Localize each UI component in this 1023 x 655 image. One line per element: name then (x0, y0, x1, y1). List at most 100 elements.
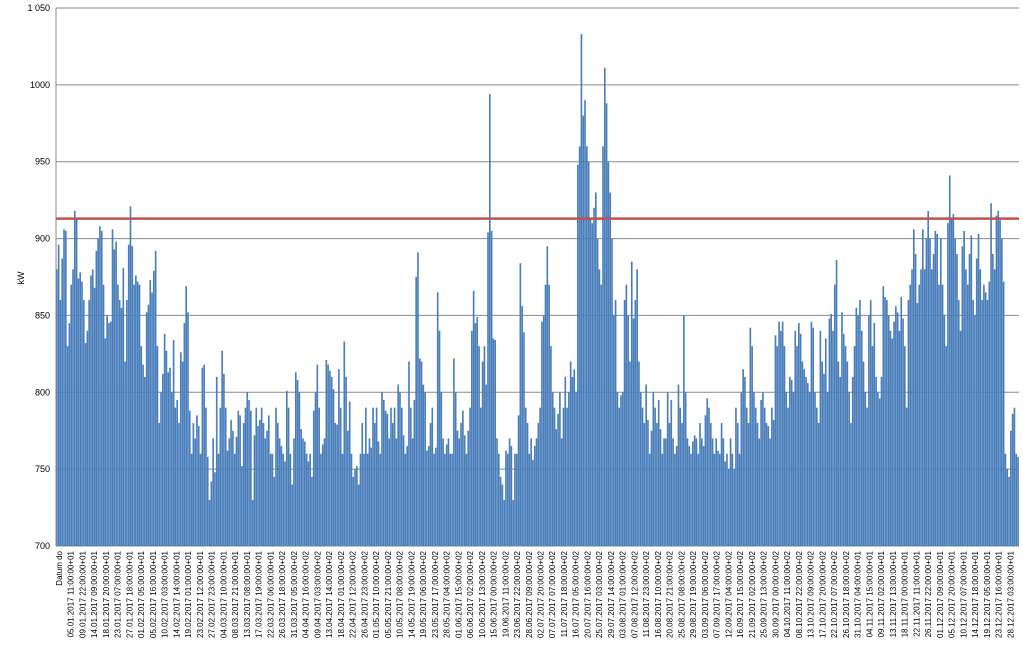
bar (523, 332, 525, 546)
bar (496, 438, 498, 546)
x-tick-label: 08.10.2017 22:00:00+02 (795, 550, 804, 638)
bar (183, 323, 186, 546)
bar (480, 407, 482, 546)
bar (533, 446, 536, 546)
bar (420, 361, 423, 546)
bar (873, 323, 876, 546)
bar (352, 476, 355, 546)
bar (683, 315, 685, 546)
bar (57, 244, 60, 546)
bar (961, 246, 964, 546)
x-tick-label: 11.07.2017 18:00:00+02 (560, 550, 569, 637)
bar (542, 315, 545, 546)
bar (63, 229, 65, 546)
bar (365, 407, 367, 546)
bar (720, 423, 723, 546)
bar (521, 306, 523, 546)
bar (774, 335, 777, 546)
x-tick-label: 22.10.2017 07:00:00+02 (830, 550, 839, 638)
bar (453, 358, 455, 546)
bar (758, 438, 761, 546)
x-tick-label: 18.11.2017 00:00:00+01 (901, 550, 910, 637)
bar (663, 438, 665, 546)
bar (661, 453, 664, 546)
bar (427, 446, 430, 546)
bar (657, 399, 660, 546)
bar (702, 446, 705, 546)
bar (160, 392, 162, 546)
bar (382, 399, 385, 546)
x-tick-label: 26.04.2017 23:00:00+02 (360, 550, 369, 638)
bar (724, 461, 726, 546)
bar (408, 361, 410, 546)
bar (832, 330, 834, 546)
x-tick-label: 20.08.2017 21:00:00+02 (666, 550, 675, 638)
bar (977, 233, 980, 546)
x-tick-label: 14.12.2017 18:00:00+01 (971, 550, 980, 638)
bar (84, 343, 87, 546)
bar (763, 407, 766, 546)
x-tick-label: 07.08.2017 12:00:00+02 (630, 550, 639, 638)
bar (305, 453, 308, 546)
bar (165, 350, 168, 546)
bar (539, 407, 541, 546)
bar (433, 453, 435, 546)
bar (805, 376, 807, 546)
bar (88, 300, 90, 546)
bar (374, 423, 376, 546)
bar (111, 229, 114, 546)
bar (260, 407, 263, 546)
x-tick-label: 26.10.2017 18:00:00+02 (842, 550, 851, 638)
bar (573, 369, 576, 546)
bar (577, 164, 579, 547)
bar (932, 253, 935, 546)
bar (938, 284, 940, 546)
bar (648, 453, 651, 546)
bar (988, 281, 991, 546)
bar (185, 286, 188, 546)
bar (968, 253, 971, 546)
bar (153, 270, 155, 546)
bar (679, 407, 682, 546)
bar (435, 447, 437, 546)
bar (756, 423, 759, 546)
bar (172, 340, 175, 546)
bar (400, 407, 403, 546)
bar (612, 315, 615, 546)
y-tick-label: 850 (35, 310, 50, 320)
bar (77, 278, 80, 546)
bar (181, 361, 184, 546)
bar (929, 238, 931, 546)
x-tick-label: 04.10.2017 11:00:00+02 (783, 550, 792, 637)
bar (162, 373, 164, 546)
bar (896, 312, 899, 546)
bar (68, 323, 71, 546)
bar (844, 346, 847, 546)
bar (478, 346, 480, 546)
x-tick-label: 29.07.2017 14:00:00+02 (607, 550, 616, 638)
bar (469, 407, 471, 546)
bar (506, 453, 509, 546)
bar (833, 284, 836, 546)
bar (997, 210, 1000, 546)
bar (947, 223, 949, 546)
bar (846, 361, 849, 546)
x-tick-label: 19.02.2017 01:00:00+01 (184, 550, 193, 638)
bar (1001, 238, 1003, 546)
bar (789, 376, 791, 546)
bar (621, 392, 624, 546)
bar (742, 369, 744, 546)
bar (776, 346, 779, 546)
bar (144, 376, 146, 546)
bar (133, 284, 135, 546)
bar (154, 250, 157, 546)
bar (898, 330, 901, 546)
bar (823, 373, 825, 546)
bar (650, 430, 653, 546)
bar (350, 453, 353, 546)
bar (300, 429, 302, 546)
bar (512, 499, 514, 546)
bar (309, 453, 311, 546)
bar (454, 392, 457, 546)
x-tick-label: 09.11.2017 02:00:00+01 (877, 550, 886, 637)
